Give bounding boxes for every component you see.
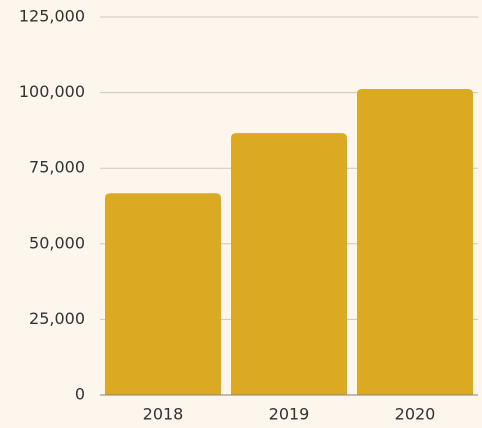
x-tick-label: 2018 — [143, 405, 184, 424]
x-tick-label: 2019 — [269, 405, 310, 424]
y-tick-label: 0 — [75, 385, 85, 404]
y-tick-label: 25,000 — [29, 309, 85, 328]
y-tick-label: 75,000 — [29, 158, 85, 177]
y-tick-label: 125,000 — [19, 7, 85, 26]
bar — [105, 193, 221, 395]
y-tick-label: 50,000 — [29, 233, 85, 252]
y-tick-label: 100,000 — [19, 82, 85, 101]
bar — [231, 133, 347, 396]
bar — [357, 88, 473, 396]
x-tick-label: 2020 — [395, 405, 436, 424]
